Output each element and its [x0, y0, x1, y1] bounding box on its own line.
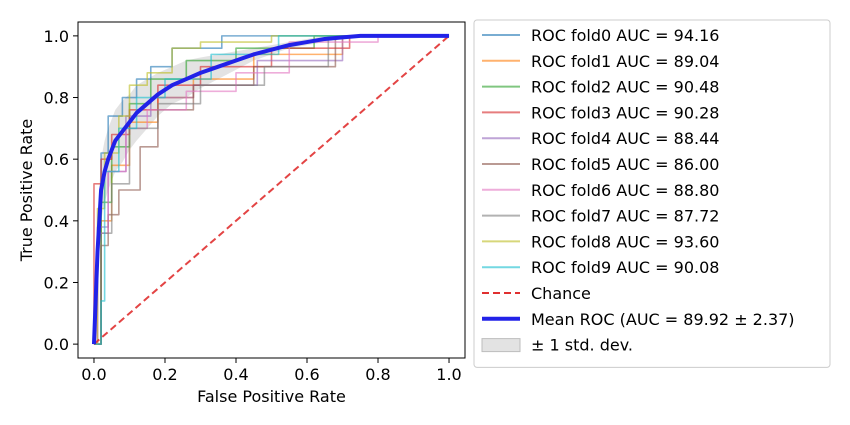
- legend-label: ROC fold6 AUC = 88.80: [531, 181, 719, 200]
- y-tick-label: 0.4: [44, 212, 69, 231]
- legend-label: ROC fold8 AUC = 93.60: [531, 232, 719, 251]
- legend-label: Chance: [531, 284, 591, 303]
- y-tick-label: 0.0: [44, 335, 69, 354]
- y-tick-label: 0.6: [44, 150, 69, 169]
- legend-label: ROC fold3 AUC = 90.28: [531, 103, 719, 122]
- legend-label: ROC fold1 AUC = 89.04: [531, 52, 719, 71]
- x-tick-label: 1.0: [436, 365, 461, 384]
- legend-handle: [481, 338, 521, 353]
- y-axis-label: True Positive Rate: [17, 119, 36, 263]
- legend-label: ROC fold7 AUC = 87.72: [531, 207, 719, 226]
- mean-roc-line: [91, 33, 450, 345]
- legend-label: ROC fold0 AUC = 94.16: [531, 26, 719, 45]
- x-tick-label: 0.0: [81, 365, 106, 384]
- legend-label: Mean ROC (AUC = 89.92 ± 2.37): [531, 310, 795, 329]
- x-tick-label: 0.8: [365, 365, 390, 384]
- y-tick-label: 0.2: [44, 273, 69, 292]
- y-tick-label: 0.8: [44, 89, 69, 108]
- plot-frame: [77, 21, 466, 359]
- roc-fold-line-8: [93, 35, 450, 345]
- x-tick-label: 0.4: [223, 365, 248, 384]
- roc-lines-layer: [91, 33, 450, 345]
- x-axis-ticks: 0.0 0.2 0.4 0.6 0.8 1.0: [81, 358, 462, 384]
- roc-fold-line-4: [93, 35, 450, 345]
- legend-label: ROC fold9 AUC = 90.08: [531, 258, 719, 277]
- x-axis-label: False Positive Rate: [197, 387, 346, 406]
- chance-line: [93, 35, 450, 345]
- legend-label: ROC fold2 AUC = 90.48: [531, 78, 719, 97]
- legend-label: ± 1 std. dev.: [531, 336, 633, 355]
- legend: ROC fold0 AUC = 94.16 ROC fold1 AUC = 89.…: [473, 19, 831, 368]
- legend-label: ROC fold5 AUC = 86.00: [531, 155, 719, 174]
- x-tick-label: 0.6: [294, 365, 319, 384]
- x-tick-label: 0.2: [152, 365, 177, 384]
- plot-area: [77, 21, 466, 359]
- y-axis-ticks: 0.0 0.2 0.4 0.6 0.8 1.0: [44, 27, 78, 354]
- roc-fold-line-7: [93, 35, 450, 345]
- legend-label: ROC fold4 AUC = 88.44: [531, 129, 719, 148]
- y-tick-label: 1.0: [44, 27, 69, 46]
- legend-box: [473, 19, 831, 368]
